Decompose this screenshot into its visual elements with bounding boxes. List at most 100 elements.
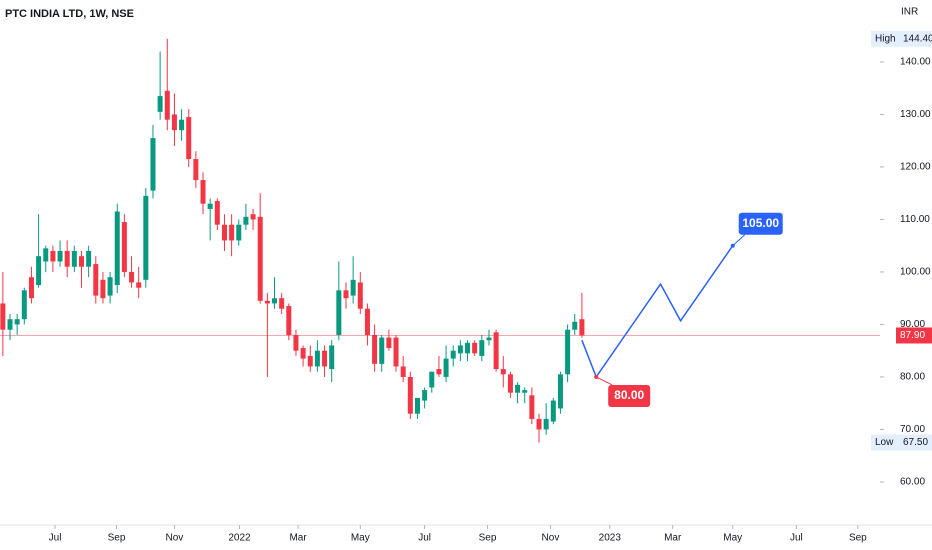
candle-body — [507, 374, 513, 393]
candle-body — [550, 400, 556, 422]
projection-line — [581, 245, 734, 379]
candle-body — [493, 332, 499, 370]
candle-body — [236, 224, 242, 241]
candle-body — [579, 319, 585, 336]
candle-body — [407, 376, 413, 414]
y-tick-label: 80.00 — [900, 372, 925, 383]
annotation-connector — [595, 376, 613, 386]
candle-body — [522, 390, 528, 393]
y-tick-label: 60.00 — [900, 477, 925, 488]
candle-body — [443, 358, 449, 377]
candle-body — [157, 96, 163, 112]
x-tick-label: Jul — [418, 533, 431, 544]
candle-body — [429, 371, 435, 388]
candle-body — [450, 350, 456, 359]
last-price-box — [896, 327, 932, 344]
x-tick-label: Nov — [542, 533, 560, 544]
currency-label: INR — [901, 7, 918, 18]
candle-body — [414, 397, 420, 414]
x-tick-label: Nov — [166, 533, 184, 544]
candle-body — [386, 337, 392, 349]
candle-body — [207, 203, 213, 209]
candle-body — [193, 159, 199, 181]
annotation-connector — [732, 234, 746, 247]
x-tick-label: 2023 — [599, 533, 622, 544]
candle-body — [336, 290, 342, 335]
y-tick-label: 70.00 — [900, 424, 925, 435]
candle-body — [100, 279, 106, 299]
candle-body — [21, 290, 27, 320]
candle-body — [400, 366, 406, 377]
x-tick-label: Sep — [849, 533, 867, 544]
candle-body — [229, 224, 235, 241]
candle-body — [0, 303, 6, 330]
candle-body — [364, 308, 370, 335]
candle-body — [515, 384, 521, 393]
candle-body — [529, 395, 535, 419]
candle-body — [250, 214, 256, 220]
candle-body — [479, 340, 485, 356]
low-marker-box — [871, 434, 932, 451]
candle-body — [565, 329, 571, 375]
low-marker-label: 67.50 — [903, 437, 928, 448]
candle-body — [272, 298, 278, 304]
candle-body — [557, 374, 563, 409]
candle-body — [307, 355, 313, 367]
y-tick-label: 120.00 — [900, 162, 931, 173]
y-tick-label: 100.00 — [900, 267, 931, 278]
candle-body — [472, 342, 478, 354]
candle-body — [286, 306, 292, 335]
last-price-label: 87.90 — [900, 330, 925, 341]
candle-body — [179, 119, 185, 131]
candle-body — [486, 337, 492, 341]
candle-body — [422, 390, 428, 401]
x-tick-label: Mar — [289, 533, 307, 544]
candle-body — [78, 256, 84, 267]
candle-body — [57, 250, 63, 262]
candle-body — [293, 334, 299, 351]
candle-body — [143, 195, 149, 280]
candle-body — [93, 264, 99, 296]
candle-body — [14, 319, 20, 325]
candle-body — [71, 250, 77, 267]
annotation-label: 80.00 — [614, 388, 644, 402]
candle-body — [114, 211, 120, 286]
candle-body — [322, 350, 328, 367]
candle-body — [500, 369, 506, 375]
candle-body — [572, 321, 578, 330]
candle-body — [200, 180, 206, 204]
candle-body — [171, 114, 177, 131]
candle-body — [436, 369, 442, 375]
high-marker-label: 144.40 — [903, 33, 932, 44]
high-marker-box — [871, 30, 932, 47]
candle-body — [136, 282, 142, 288]
candle-body — [86, 250, 92, 267]
x-tick-label: Jul — [790, 533, 803, 544]
candle-body — [28, 277, 34, 299]
candle-body — [43, 248, 49, 262]
x-tick-label: Jul — [49, 533, 62, 544]
low-marker-name: Low — [875, 437, 894, 448]
candle-body — [121, 222, 127, 272]
candle-body — [214, 201, 220, 225]
candle-body — [150, 138, 156, 191]
candle-body — [329, 345, 335, 370]
annotation-box — [608, 384, 651, 407]
candle-body — [186, 117, 192, 160]
x-tick-label: Mar — [664, 533, 682, 544]
candle-body — [64, 250, 70, 267]
candle-body — [343, 290, 349, 299]
candle-body — [36, 256, 42, 286]
candle-body — [7, 319, 13, 330]
candle-body — [164, 90, 170, 120]
candle-body — [107, 277, 113, 296]
annotation-box — [738, 212, 783, 235]
candle-body — [314, 350, 320, 367]
candle-body — [465, 342, 471, 354]
y-tick-label: 90.00 — [900, 319, 925, 330]
x-tick-label: May — [351, 533, 370, 544]
candle-body — [300, 348, 306, 359]
x-tick-label: May — [723, 533, 742, 544]
